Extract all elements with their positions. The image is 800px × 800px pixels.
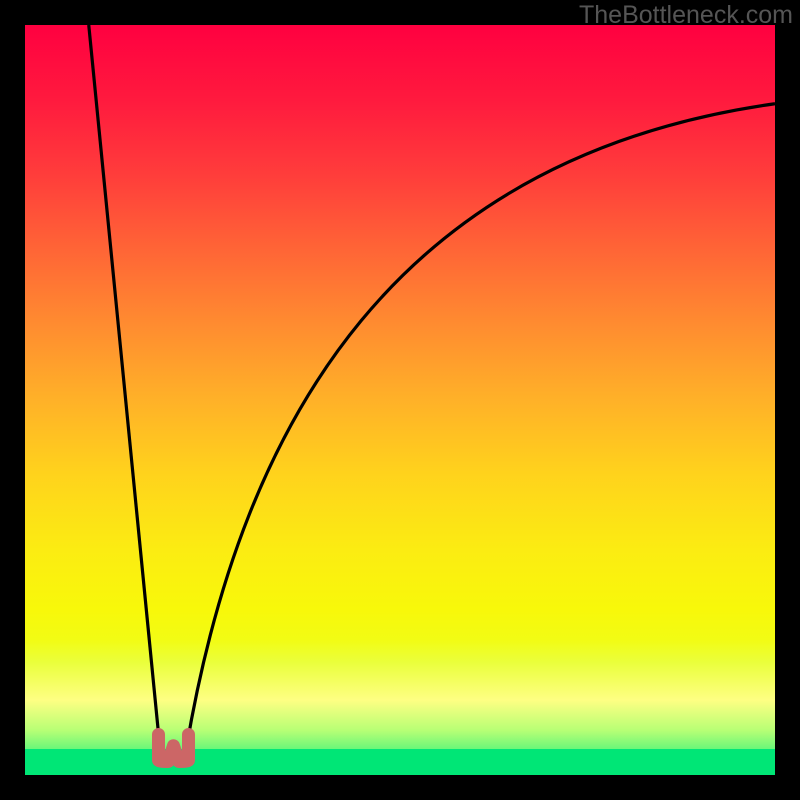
plot-area [25,25,775,775]
curve-right-branch [186,104,775,749]
chart-root: TheBottleneck.com [0,0,800,800]
bottleneck-curve-layer [25,25,775,775]
watermark-text: TheBottleneck.com [579,1,793,30]
curve-left-branch [89,25,160,749]
optimal-point-marker [159,735,189,762]
